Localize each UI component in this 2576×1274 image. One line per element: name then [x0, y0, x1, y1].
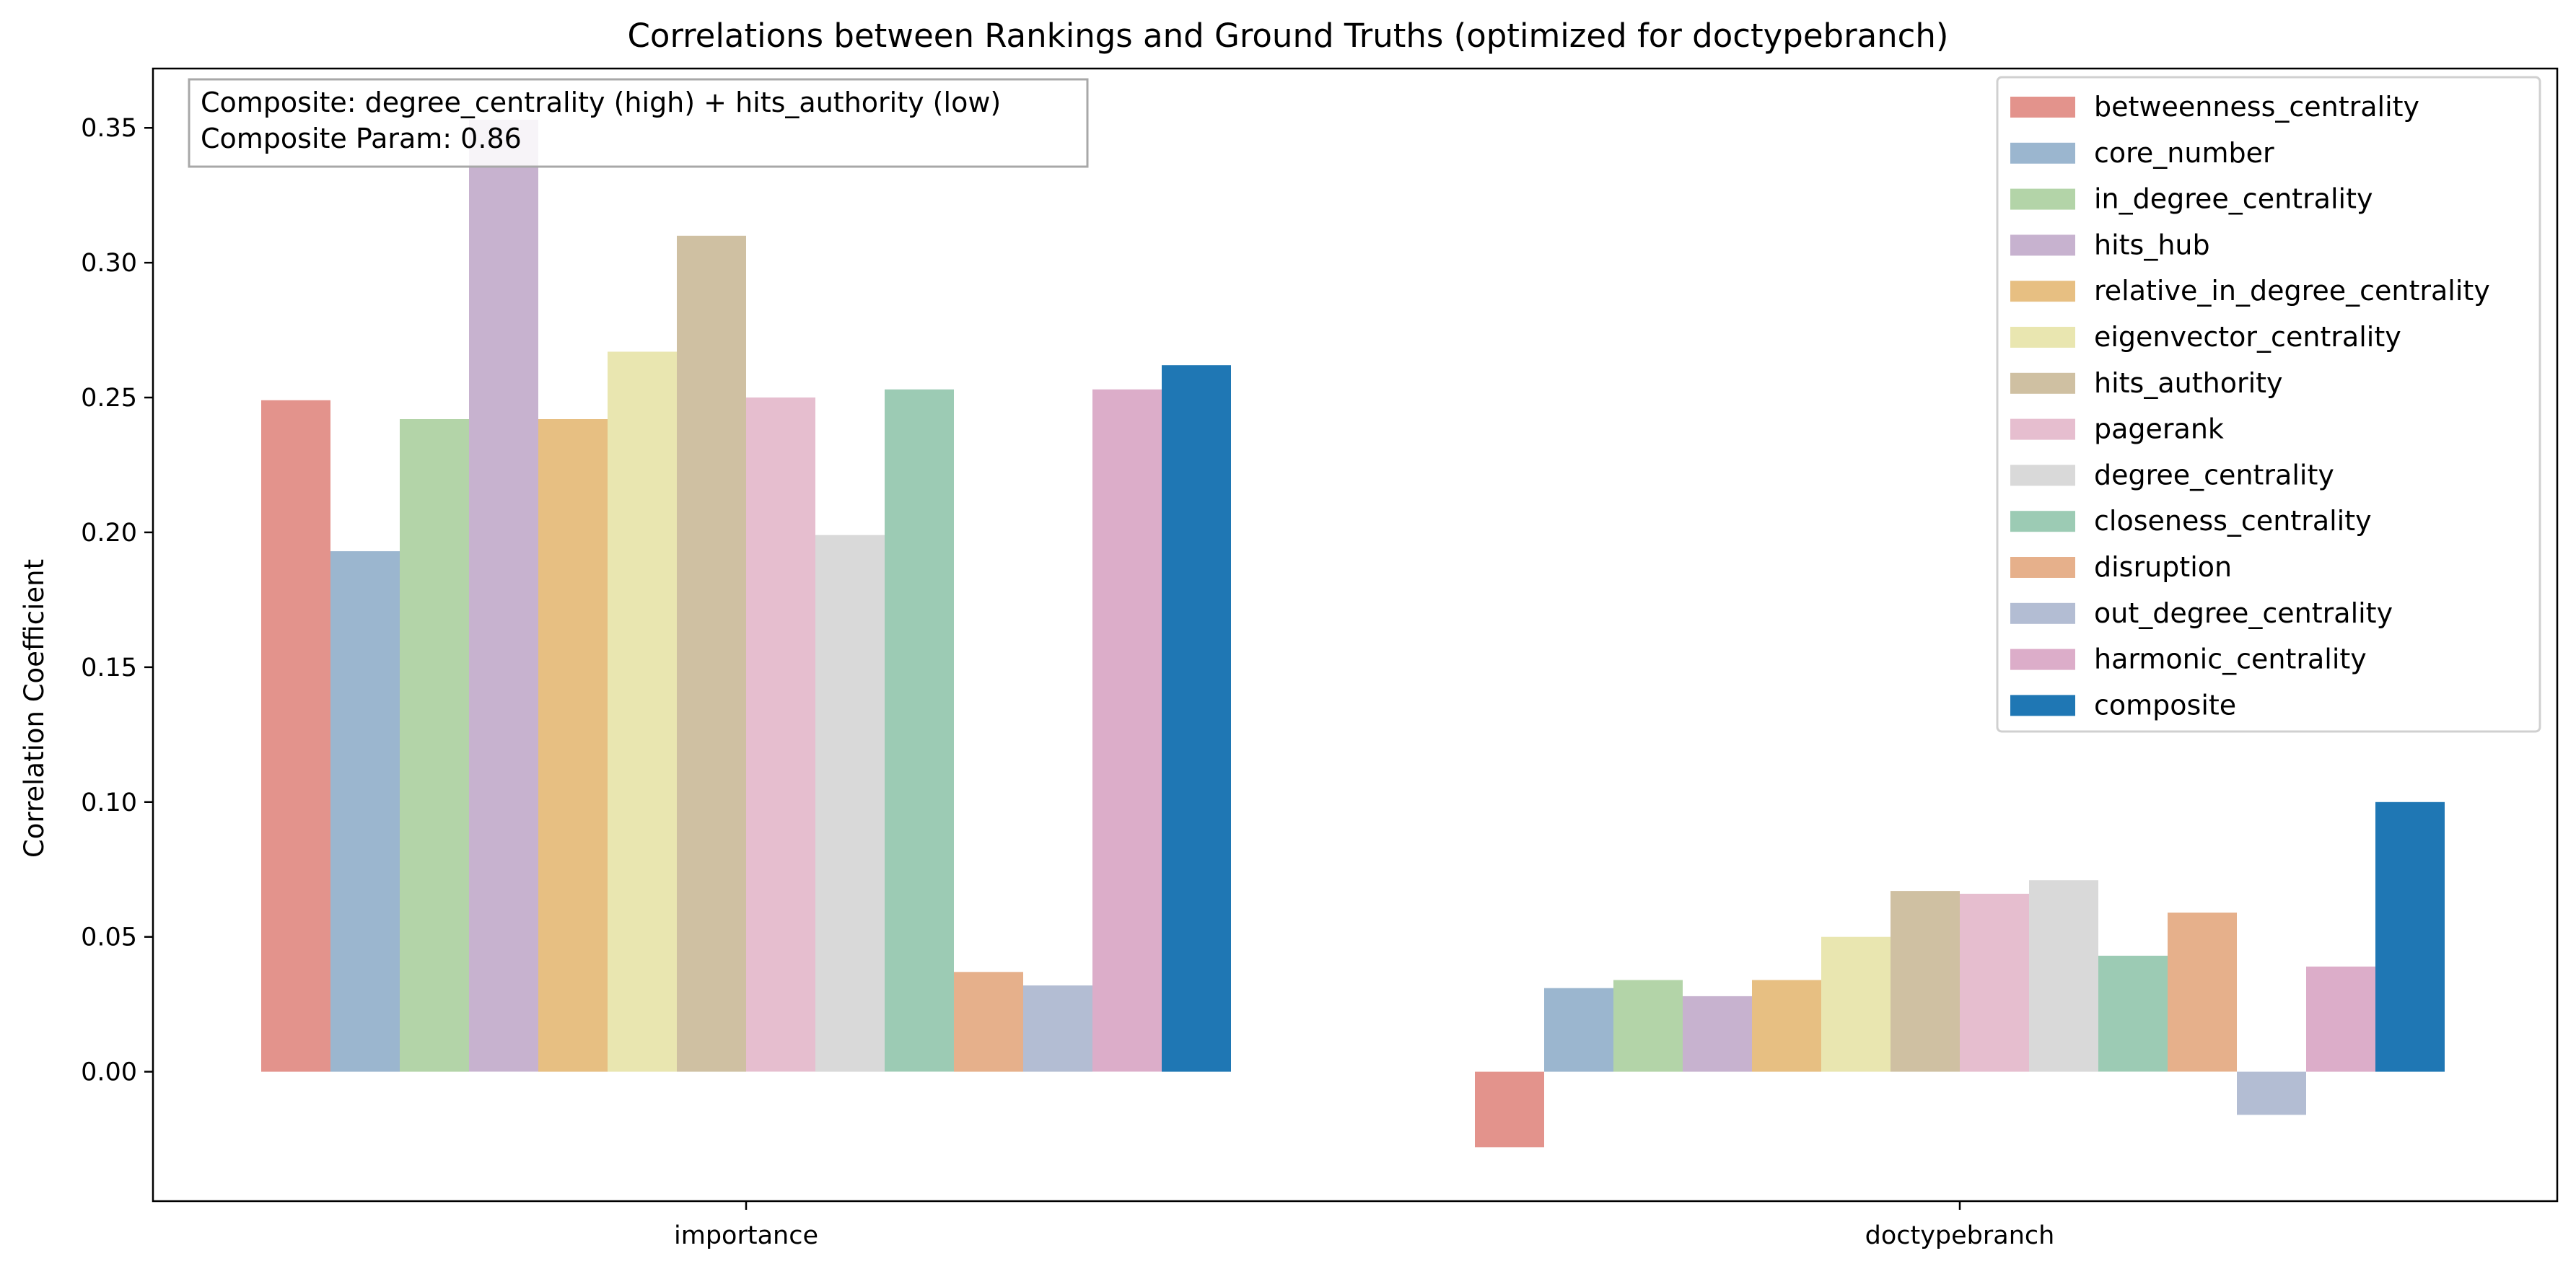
y-axis-title: Correlation Coefficient [19, 559, 50, 858]
bar-pagerank-doctypebranch [1960, 893, 2029, 1072]
x-axis-ticks: importance doctypebranch [674, 1201, 2054, 1250]
y-tick-label: 0.25 [81, 384, 137, 413]
bar-out_degree_centrality-importance [1023, 985, 1092, 1072]
legend-label-eigenvector_centrality: eigenvector_centrality [2094, 321, 2401, 353]
legend-label-hits_authority: hits_authority [2094, 367, 2283, 399]
bar-closeness_centrality-importance [885, 389, 954, 1072]
bar-relative_in_degree_centrality-doctypebranch [1752, 980, 1821, 1072]
bar-relative_in_degree_centrality-importance [538, 419, 608, 1072]
legend-swatch-composite [2010, 695, 2075, 716]
bars-group [261, 120, 2445, 1148]
annotation-line-2: Composite Param: 0.86 [201, 123, 522, 154]
bar-betweenness_centrality-doctypebranch [1475, 1071, 1544, 1148]
legend-swatch-in_degree_centrality [2010, 188, 2075, 210]
y-tick-label: 0.20 [81, 519, 137, 548]
legend-swatch-hits_authority [2010, 372, 2075, 394]
legend-swatch-disruption [2010, 557, 2075, 578]
bar-hits_authority-doctypebranch [1891, 891, 1960, 1072]
legend-swatch-harmonic_centrality [2010, 649, 2075, 670]
bar-eigenvector_centrality-importance [608, 351, 677, 1072]
legend-swatch-relative_in_degree_centrality [2010, 281, 2075, 302]
y-tick-label: 0.30 [81, 249, 137, 278]
bar-hits_hub-doctypebranch [1683, 996, 1752, 1072]
bar-core_number-doctypebranch [1544, 988, 1613, 1072]
y-tick-label: 0.35 [81, 114, 137, 143]
legend-swatch-out_degree_centrality [2010, 602, 2075, 624]
legend-box [1996, 76, 2541, 733]
y-tick-label: 0.00 [81, 1058, 137, 1087]
y-tick-label: 0.10 [81, 788, 137, 817]
bar-eigenvector_centrality-doctypebranch [1821, 936, 1891, 1072]
legend-swatch-betweenness_centrality [2010, 97, 2075, 118]
x-tick-label-doctypebranch: doctypebranch [1865, 1221, 2055, 1250]
legend-label-betweenness_centrality: betweenness_centrality [2094, 91, 2419, 123]
bar-composite-doctypebranch [2375, 801, 2445, 1072]
bar-betweenness_centrality-importance [261, 400, 330, 1072]
annotation-box [188, 78, 1089, 168]
legend-swatch-hits_hub [2010, 234, 2075, 256]
legend-label-disruption: disruption [2094, 551, 2232, 583]
bar-degree_centrality-doctypebranch [2029, 880, 2098, 1072]
legend-swatch-eigenvector_centrality [2010, 327, 2075, 348]
legend-label-out_degree_centrality: out_degree_centrality [2094, 597, 2393, 629]
legend-label-hits_hub: hits_hub [2094, 229, 2210, 260]
bar-hits_hub-importance [469, 120, 538, 1072]
y-axis-ticks: 0.00 0.05 0.10 0.15 0.20 0.25 0.30 0.35 [81, 114, 153, 1087]
legend: betweenness_centrality core_number in_degr… [1996, 76, 2541, 733]
legend-swatch-degree_centrality [2010, 465, 2075, 486]
bar-degree_centrality-importance [815, 535, 885, 1072]
bar-composite-importance [1162, 365, 1231, 1072]
plot-frame [152, 67, 2559, 1203]
legend-label-in_degree_centrality: in_degree_centrality [2094, 183, 2373, 215]
legend-label-core_number: core_number [2094, 137, 2274, 169]
bar-out_degree_centrality-doctypebranch [2237, 1071, 2306, 1115]
legend-label-degree_centrality: degree_centrality [2094, 459, 2334, 491]
y-tick-label: 0.15 [81, 654, 137, 682]
chart-title: Correlations between Rankings and Ground… [628, 17, 1949, 55]
bar-in_degree_centrality-doctypebranch [1613, 980, 1683, 1072]
bar-disruption-doctypebranch [2168, 913, 2237, 1072]
composite-annotation: Composite: degree_centrality (high) + hi… [188, 78, 1089, 168]
bar-hits_authority-importance [677, 235, 746, 1072]
bar-pagerank-importance [746, 397, 815, 1072]
legend-swatch-closeness_centrality [2010, 511, 2075, 532]
legend-label-pagerank: pagerank [2094, 413, 2224, 445]
bar-harmonic_centrality-importance [1092, 389, 1162, 1072]
bar-closeness_centrality-doctypebranch [2098, 955, 2168, 1072]
legend-swatch-core_number [2010, 142, 2075, 164]
bar-in_degree_centrality-importance [400, 419, 469, 1072]
legend-label-relative_in_degree_centrality: relative_in_degree_centrality [2094, 275, 2490, 307]
legend-swatch-pagerank [2010, 418, 2075, 440]
legend-label-harmonic_centrality: harmonic_centrality [2094, 643, 2367, 675]
x-tick-label-importance: importance [674, 1221, 818, 1250]
legend-label-closeness_centrality: closeness_centrality [2094, 505, 2372, 537]
annotation-line-1: Composite: degree_centrality (high) + hi… [201, 87, 1001, 118]
bar-harmonic_centrality-doctypebranch [2306, 966, 2375, 1072]
bar-disruption-importance [954, 972, 1023, 1072]
legend-label-composite: composite [2094, 689, 2236, 721]
bar-core_number-importance [330, 551, 400, 1072]
y-tick-label: 0.05 [81, 923, 137, 952]
